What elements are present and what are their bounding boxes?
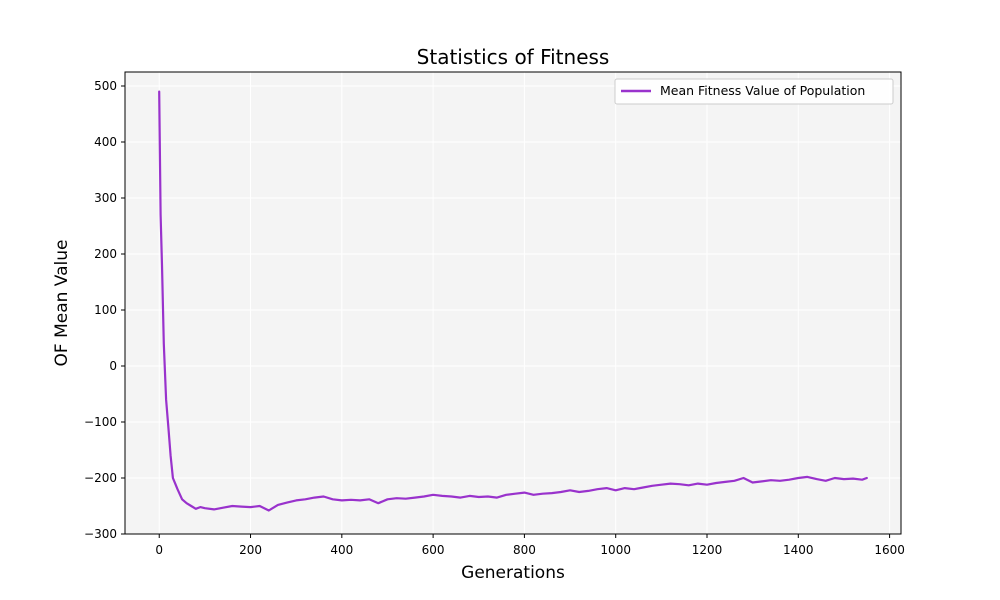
series-line-0 bbox=[158, 90, 868, 512]
x-tick-label: 1000 bbox=[600, 543, 631, 557]
y-tick-label: 200 bbox=[94, 247, 117, 261]
y-tick-label: 0 bbox=[109, 359, 117, 373]
plot-background bbox=[125, 72, 901, 534]
x-axis-label: Generations bbox=[461, 563, 565, 583]
plot-frame bbox=[124, 71, 902, 535]
y-tick-label: 100 bbox=[94, 303, 117, 317]
chart-title: Statistics of Fitness bbox=[417, 45, 610, 69]
legend-box bbox=[614, 78, 894, 105]
x-tick-label: 1400 bbox=[783, 543, 814, 557]
x-tick-label: 0 bbox=[155, 543, 163, 557]
x-tick-label: 600 bbox=[422, 543, 445, 557]
x-tick-label: 1200 bbox=[692, 543, 723, 557]
y-tick-label: −200 bbox=[84, 471, 117, 485]
x-tick-label: 800 bbox=[513, 543, 536, 557]
legend: Mean Fitness Value of Population bbox=[614, 78, 894, 105]
x-tick-label: 400 bbox=[330, 543, 353, 557]
legend-entry-label: Mean Fitness Value of Population bbox=[660, 83, 865, 98]
y-tick-label: 300 bbox=[94, 191, 117, 205]
x-tick-label: 200 bbox=[239, 543, 262, 557]
y-tick-label: 400 bbox=[94, 135, 117, 149]
grid bbox=[125, 72, 901, 535]
y-tick-label: 500 bbox=[94, 79, 117, 93]
x-tick-label: 1600 bbox=[874, 543, 905, 557]
y-axis-label: OF Mean Value bbox=[52, 240, 72, 367]
series-layer bbox=[158, 90, 868, 512]
y-tick-label: −100 bbox=[84, 415, 117, 429]
ticks: 0 200 400 600 800 1000 1200 1400 1600−300−200−10… bbox=[84, 79, 905, 557]
y-tick-label: −300 bbox=[84, 527, 117, 541]
